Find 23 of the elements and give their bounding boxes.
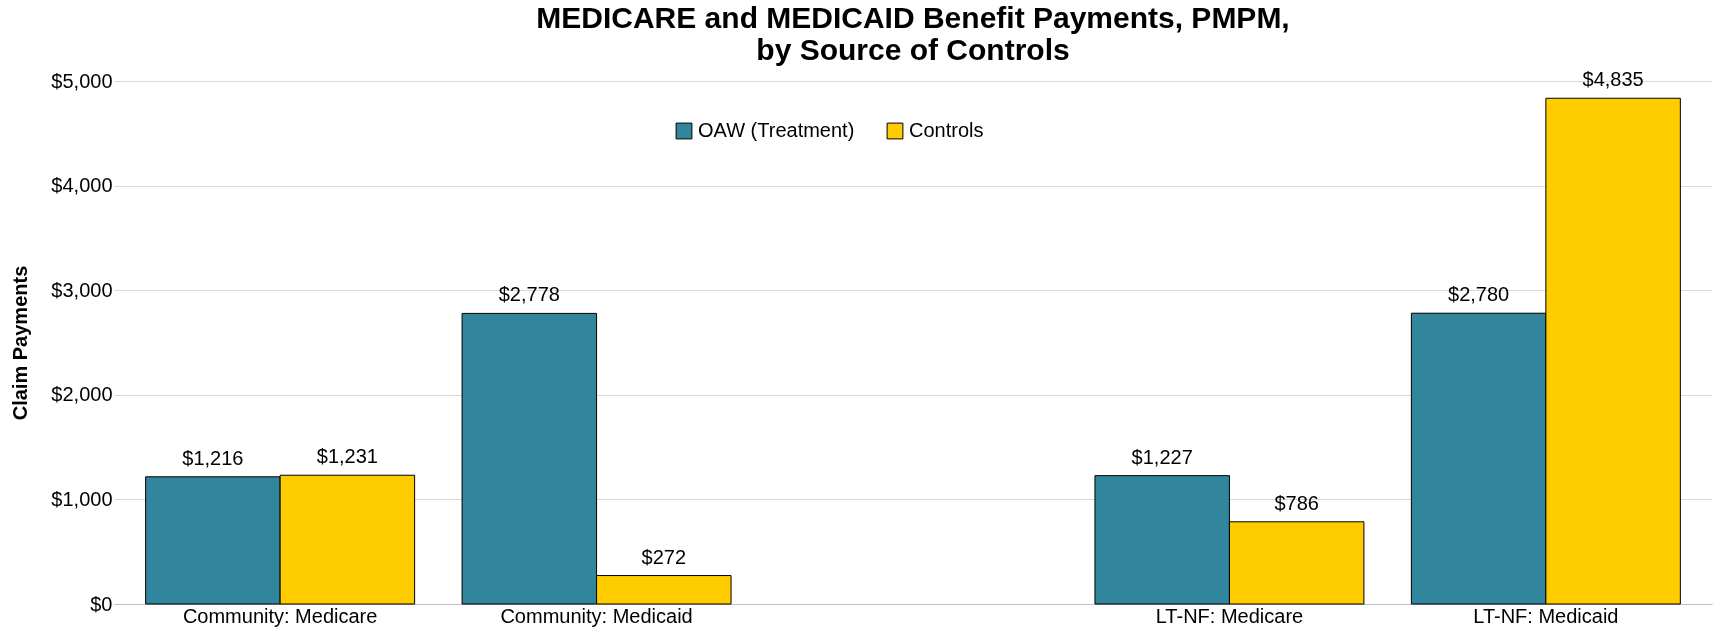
y-axis-title: Claim Payments [9,265,32,421]
y-tick-label: $4,000 [51,174,113,197]
y-tick-label: $1,000 [51,487,113,510]
data-label: $4,835 [1582,68,1644,91]
legend-label: Controls [909,119,984,141]
y-tick-label: $5,000 [51,69,113,92]
text: by Source of Controls [756,33,1070,67]
x-tick-label: LT-NF: Medicare [1155,604,1304,627]
legend-label: OAW (Treatment) [698,119,855,141]
x-tick-label: LT-NF: Medicaid [1473,604,1619,627]
data-label: $2,778 [498,283,560,306]
data-label: $1,216 [182,446,244,469]
y-tick-label: $2,000 [51,383,113,406]
x-tick-label: Community: Medicaid [500,604,693,627]
data-label: $786 [1274,491,1319,514]
y-tick-label: $3,000 [51,278,113,301]
data-label: $272 [641,545,687,568]
data-label: $1,231 [316,445,378,468]
data-label: $1,227 [1131,445,1193,468]
text: MEDICARE and MEDICAID Benefit Payments, PMPM, [536,1,1290,35]
x-tick-label: Community: Medicare [182,604,378,627]
data-label: $2,780 [1448,283,1510,306]
y-tick-label: $0 [90,592,113,615]
